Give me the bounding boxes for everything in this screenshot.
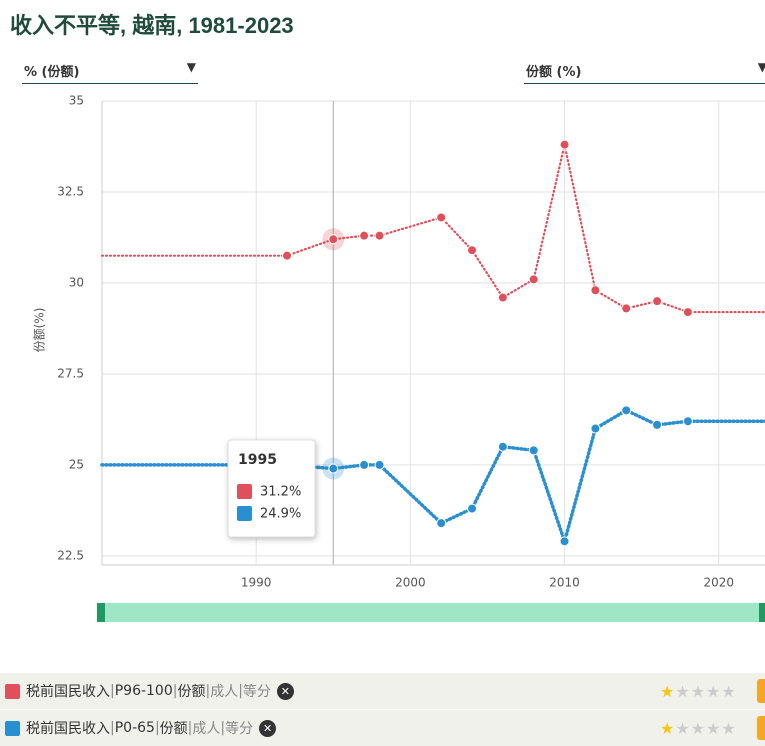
point [467,503,478,514]
tooltip-swatch [237,506,252,521]
star: ★ [660,718,676,738]
star: ★ [675,718,691,738]
page-title: 收入不平等, 越南, 1981-2023 [10,13,294,38]
legend-row: 税前国民收入 | P96-100 | 份额 | 成人 | 等分 ✕ ★★★★★ [0,673,765,709]
rating: ★★★★★ [660,719,737,738]
separator: | [205,683,211,699]
point [652,296,663,307]
select-label: 份额 (%) [526,65,582,80]
legend-tag: 成人 [210,684,239,700]
star: ★ [706,718,722,738]
point [436,212,447,223]
tooltip-value: 31.2% [260,485,301,500]
separator: | [187,720,193,736]
point [359,459,370,470]
legend-tag: 等分 [225,721,254,737]
separator: | [172,683,178,699]
action-tab[interactable] [757,679,765,703]
remove-button[interactable]: ✕ [276,682,294,700]
point [590,423,601,434]
point [374,459,385,470]
point [621,405,632,416]
tooltip-title: 1995 [238,452,277,468]
y-tick-label: 27.5 [57,366,84,380]
star: ★ [690,718,707,738]
arrow: ▼ [757,60,765,74]
slider-handle[interactable] [759,603,765,622]
select-label: % (份额) [24,65,80,80]
y-tick-label: 32.5 [57,184,84,198]
point [652,419,663,430]
legend-tag: 等分 [242,684,271,700]
y-tick-label: 25 [69,457,84,471]
point [528,274,539,285]
point [590,285,601,296]
star: ★ [675,681,691,701]
star: ★ [721,718,737,738]
legend-swatch [5,720,20,736]
point [497,441,508,452]
legend-tag: 份额 [177,684,206,700]
tooltip: 1995 31.2% 24.9% [227,439,316,538]
y-tick-label: 22.5 [57,548,84,562]
separator: | [110,683,115,699]
separator: | [154,720,160,736]
unit-select[interactable]: % (份额) ▼ [22,58,198,84]
tooltip-value: 24.9% [260,507,301,522]
legend-swatch [5,683,20,699]
star: ★ [721,681,737,701]
legend-percentile: P0-65 [114,720,155,736]
y-tick-label: 35 [69,94,84,108]
point [328,234,339,245]
arrow: ▼ [186,60,196,74]
star: ★ [706,681,722,701]
series-line [100,144,765,314]
point [559,536,570,547]
point [359,230,370,241]
point [467,245,478,256]
series-line [100,408,765,548]
slider-handle[interactable] [97,603,105,622]
star: ★ [690,681,707,701]
variable-select[interactable]: 份额 (%) ▼ [524,58,765,84]
point [621,303,632,314]
legend-tag: 成人 [192,721,221,737]
point [682,416,693,427]
legend-row: 税前国民收入 | P0-65 | 份额 | 成人 | 等分 ✕ ★★★★★ [0,710,765,746]
rating: ★★★★★ [660,682,737,701]
chart: 份额(%) 22.5 25 27.5 30 32.5 35 1990 2000 2010 2020… [33,94,765,622]
legend-name: 税前国民收入 [26,721,110,737]
x-tick-label: 2010 [549,576,580,590]
point [559,139,570,150]
point [374,230,385,241]
point [282,250,293,261]
y-axis-label: 份额(%) [33,308,47,353]
point [436,518,447,529]
x-tick-label: 2000 [395,576,426,590]
x-tick-label: 1990 [241,576,272,590]
point [682,307,693,318]
star: ★ [660,681,676,701]
x-tick-label: 2020 [703,576,734,590]
point [528,445,539,456]
action-tab[interactable] [757,716,765,740]
range-slider[interactable] [98,603,765,622]
tooltip-swatch [237,484,252,499]
legend-name: 税前国民收入 [26,684,110,700]
point [328,463,339,474]
separator: | [238,683,243,699]
legend-tag: 份额 [159,721,188,737]
point [497,292,508,303]
separator: | [220,720,226,736]
legend-percentile: P96-100 [114,683,173,699]
y-tick-label: 30 [69,275,84,289]
separator: | [110,720,115,736]
remove-button[interactable]: ✕ [259,719,277,737]
